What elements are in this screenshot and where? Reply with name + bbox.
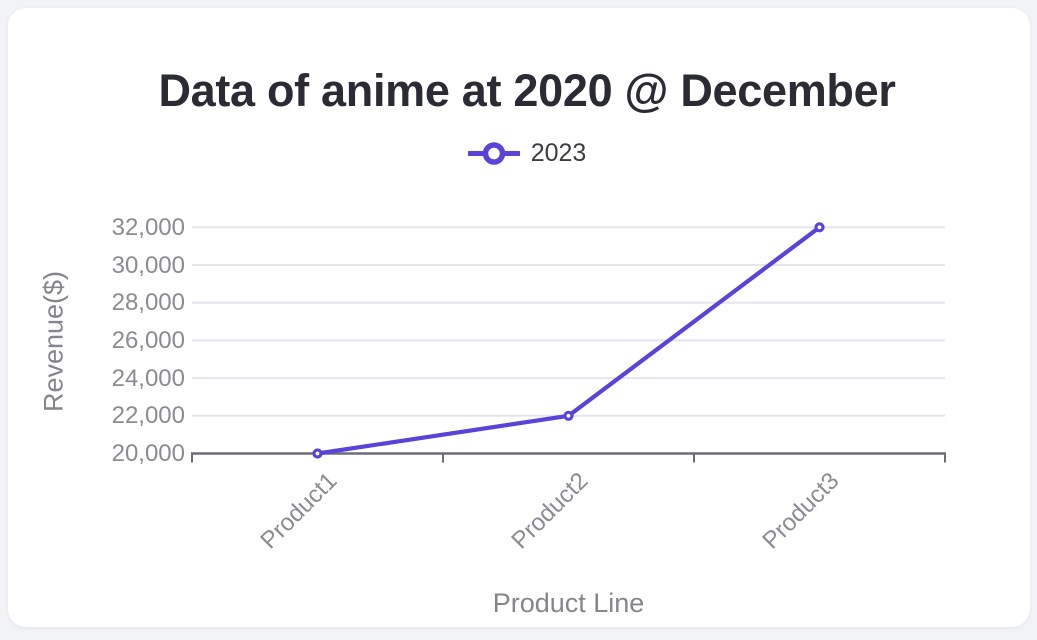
data-point-Product2[interactable]: [563, 410, 574, 421]
chart-card: [8, 8, 1030, 627]
y-tick-label: 32,000: [111, 213, 185, 241]
y-tick-label: 20,000: [111, 440, 185, 467]
legend-label: 2023: [530, 139, 587, 167]
y-tick-label: 22,000: [111, 402, 185, 430]
y-tick-label: 30,000: [111, 251, 185, 279]
legend[interactable]: 2023: [0, 140, 1037, 167]
y-tick-label: 24,000: [111, 364, 185, 392]
y-tick-label: 26,000: [111, 326, 185, 354]
y-axis-title: Revenue($): [38, 270, 69, 413]
y-tick-label: 28,000: [111, 289, 185, 317]
data-point-Product3[interactable]: [814, 222, 825, 233]
x-axis-title: Product Line: [492, 588, 645, 618]
legend-line-marker-icon: [467, 142, 520, 165]
data-point-Product1[interactable]: [312, 448, 323, 459]
chart-title: Data of anime at 2020 @ December: [158, 65, 896, 117]
